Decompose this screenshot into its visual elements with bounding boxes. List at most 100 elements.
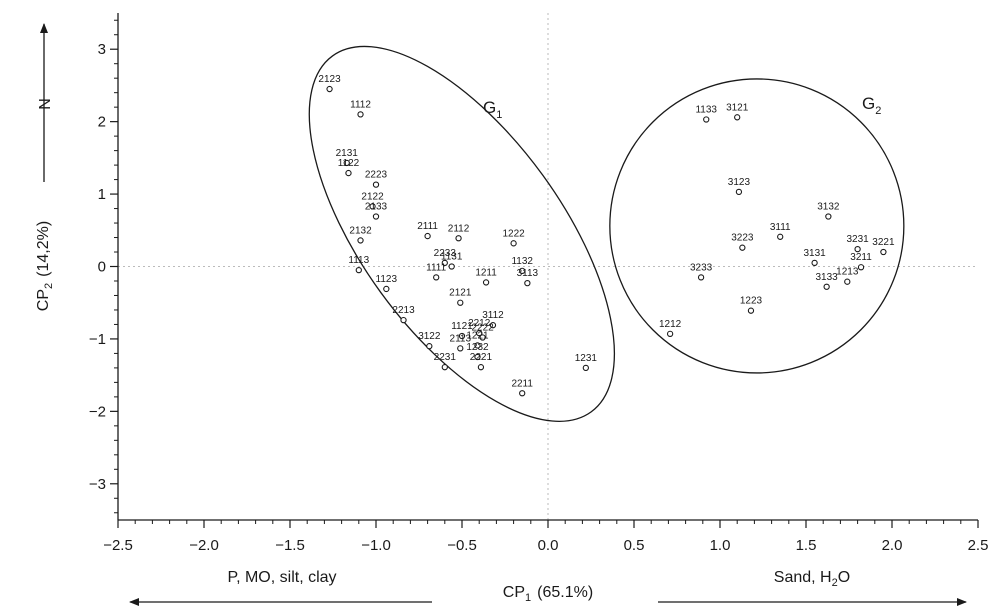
data-point <box>825 213 832 220</box>
data-point <box>343 159 350 167</box>
point-label: 3221 <box>872 237 895 248</box>
data-point <box>424 232 431 240</box>
zero-reference-lines <box>118 13 978 520</box>
data-point <box>703 116 710 123</box>
point-label: 2122 <box>361 191 384 202</box>
point-label: 1212 <box>659 319 682 330</box>
data-point <box>857 264 865 271</box>
data-point <box>357 237 364 244</box>
y-tick-label: 2 <box>98 114 106 131</box>
x-tick-label: −2.0 <box>189 537 219 554</box>
point-label: 2111 <box>417 221 438 232</box>
point-label: 3111 <box>770 222 791 233</box>
point-label: 3211 <box>850 252 872 263</box>
point-label: 1122 <box>338 158 360 169</box>
point-label: 1113 <box>348 255 369 266</box>
point-label: 2212 <box>468 318 491 329</box>
x-axis-title: CP1 (65.1%) <box>503 584 593 604</box>
data-point <box>482 279 490 286</box>
data-point <box>441 259 448 267</box>
point-label: 2233 <box>434 248 457 259</box>
point-label: 2132 <box>349 225 372 236</box>
x-tick-label: −1.0 <box>361 537 391 554</box>
point-label: 2213 <box>392 305 415 316</box>
data-point <box>400 316 407 324</box>
data-point <box>326 85 333 93</box>
y-tick-label: −3 <box>89 476 106 493</box>
data-point <box>474 353 481 361</box>
y-axis-title: CP2(14,2%) <box>35 221 55 311</box>
point-label: 3233 <box>690 262 713 273</box>
point-label: 2112 <box>448 223 470 234</box>
data-point <box>854 245 861 253</box>
x-tick-label: 1.5 <box>796 537 817 554</box>
x-tick-label: 2.0 <box>882 537 903 554</box>
data-point <box>739 244 746 251</box>
data-point <box>777 233 784 240</box>
data-point <box>455 235 462 242</box>
data-point <box>489 322 497 329</box>
data-point <box>372 181 380 188</box>
x-tick-label: 0.0 <box>538 537 559 554</box>
point-label: 2223 <box>365 170 388 181</box>
data-point <box>457 299 464 306</box>
point-label: 3132 <box>817 202 840 213</box>
point-label: 3223 <box>731 233 754 244</box>
point-label: 1112 <box>350 99 371 110</box>
y-tick-label: 3 <box>98 41 106 58</box>
point-label: 2131 <box>336 148 359 159</box>
data-point <box>369 203 376 210</box>
data-point <box>355 266 362 274</box>
point-label: 1231 <box>575 353 598 364</box>
point-label: 2133 <box>365 202 388 213</box>
data-point <box>697 274 705 281</box>
group-1-ellipse <box>308 45 616 422</box>
axes: −2.5 −2.0 −1.5 −1.0 −0.5 0.0 0.5 1.0 1.5 2.0 2.5 −3… <box>89 13 989 554</box>
point-label: 1131 <box>441 252 463 263</box>
data-point <box>474 342 481 349</box>
x-tick-label: 0.5 <box>624 537 645 554</box>
data-point <box>479 334 486 341</box>
point-label: 3231 <box>846 234 869 245</box>
left-direction-label: P, MO, silt, clay <box>227 569 336 586</box>
data-point <box>426 343 433 350</box>
point-label: 3122 <box>418 331 441 342</box>
point-label: 2222 <box>472 322 495 333</box>
point-label: 1132 <box>511 256 533 267</box>
data-point <box>519 390 526 397</box>
x-tick-label: −2.5 <box>103 537 133 554</box>
data-point <box>823 283 830 290</box>
data-point <box>880 248 887 256</box>
y-tick-label: −2 <box>89 403 106 420</box>
data-point <box>372 213 380 220</box>
data-point <box>519 267 526 274</box>
data-point <box>582 364 589 372</box>
data-point <box>357 111 364 118</box>
data-point <box>510 240 517 247</box>
x-tick-label: −1.5 <box>275 537 305 554</box>
point-label: 1223 <box>740 296 763 307</box>
data-point <box>734 114 741 121</box>
point-label: 1121 <box>451 321 473 332</box>
data-point <box>441 364 448 371</box>
point-label: 2221 <box>470 352 493 363</box>
data-point <box>811 259 818 267</box>
y-tick-label: 1 <box>98 186 106 203</box>
data-point <box>477 364 485 371</box>
point-label: 3113 <box>517 268 539 279</box>
data-point <box>457 345 464 352</box>
point-label: 1213 <box>836 267 859 278</box>
point-label: 1221 <box>466 330 489 341</box>
point-label: 1232 <box>466 342 489 353</box>
data-point <box>735 188 743 196</box>
group-outlines <box>308 45 905 422</box>
x-tick-label: 2.5 <box>968 537 989 554</box>
x-tick-label: 1.0 <box>710 537 731 554</box>
data-point <box>383 285 390 293</box>
point-label: 1222 <box>502 228 525 239</box>
y-tick-label: 0 <box>98 259 106 276</box>
right-direction-label: Sand, H2O <box>774 569 850 589</box>
point-label: 1211 <box>475 267 497 278</box>
point-label: 3131 <box>803 248 826 259</box>
